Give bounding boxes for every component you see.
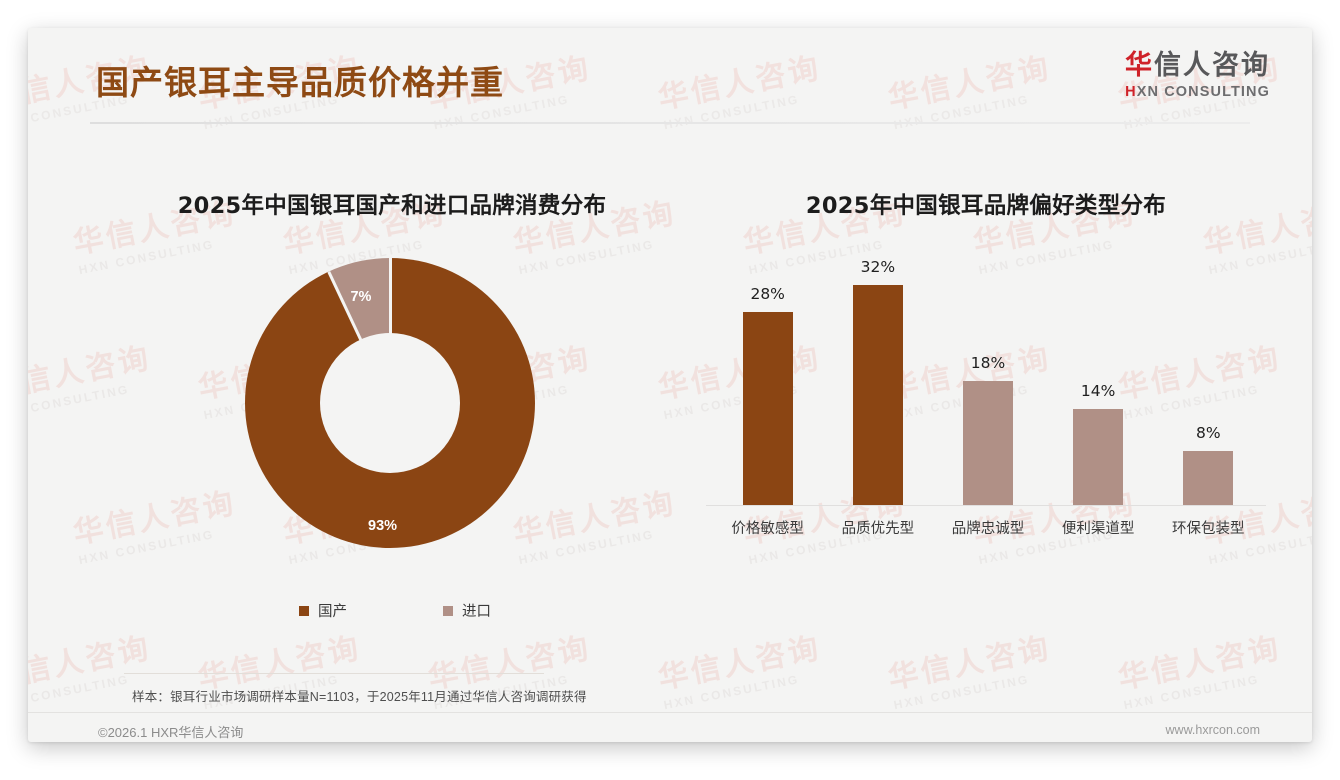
footer-divider — [28, 712, 1312, 713]
bar-category-label: 环保包装型 — [1172, 521, 1245, 537]
bar-chart-title: 2025年中国银耳品牌偏好类型分布 — [805, 193, 1167, 219]
bar-column[interactable]: 18% — [936, 250, 1039, 506]
bar-chart: 28% 32% 18% 14% 8% 价格敏感型 品质优先型 品牌忠诚型 便利渠道型 环保包装型 — [706, 250, 1266, 550]
copyright-text: ©2026.1 HXR华信人咨询 — [98, 725, 244, 740]
bar-rect[interactable] — [962, 381, 1013, 506]
bar-category-label: 品质优先型 — [841, 521, 915, 537]
legend-label-imported: 进口 — [462, 604, 491, 620]
bar-category-label: 便利渠道型 — [1061, 521, 1135, 537]
slide-card: 华信人咨询 HXN CONSULTING 华信人咨询 HXN CONSULTING华信… — [28, 28, 1312, 742]
bar-column[interactable]: 14% — [1046, 250, 1149, 506]
donut-legend: 国产 进口 — [90, 600, 690, 621]
bar-value-label: 8% — [1196, 423, 1221, 442]
header-divider — [90, 122, 1250, 124]
footnote-text: 样本：银耳行业市场调研样本量N=1103，于2025年11月通过华信人咨询调研获… — [132, 690, 587, 704]
logo-en-accent-char: H — [1125, 84, 1137, 101]
bar-value-label: 14% — [1080, 382, 1116, 401]
logo-cn-accent-char: 华 — [1125, 50, 1154, 81]
bar-rect[interactable] — [852, 284, 903, 506]
legend-label-domestic: 国产 — [318, 604, 347, 620]
donut-chart: 93% 7% — [245, 258, 535, 548]
bar-category-label: 品牌忠诚型 — [951, 521, 1025, 537]
logo-english-text: HXN CONSULTING — [1125, 84, 1270, 100]
bar-column[interactable]: 8% — [1157, 250, 1260, 506]
legend-swatch-imported — [443, 605, 453, 616]
website-url[interactable]: www.hxrcon.com — [1165, 723, 1260, 737]
bar-value-label: 18% — [970, 354, 1006, 373]
logo-en-rest: XN CONSULTING — [1136, 84, 1270, 101]
logo-chinese-text: 华信人咨询 — [1125, 50, 1270, 81]
donut-label-imported: 7% — [350, 288, 372, 305]
bar-value-label: 28% — [750, 285, 785, 304]
donut-chart-title: 2025年中国银耳国产和进口品牌消费分布 — [177, 193, 607, 219]
logo-cn-rest: 信人咨询 — [1154, 50, 1270, 81]
bar-value-label: 32% — [860, 257, 896, 276]
bar-column[interactable]: 28% — [716, 250, 819, 506]
footnote-divider — [124, 673, 544, 674]
donut-hole — [320, 333, 460, 473]
bar-plot-area: 28% 32% 18% 14% 8% — [716, 250, 1260, 506]
bar-category-label: 价格敏感型 — [731, 521, 804, 537]
bar-column[interactable]: 32% — [826, 250, 929, 506]
bar-rect[interactable] — [1183, 450, 1234, 506]
bar-category-labels: 价格敏感型 品质优先型 品牌忠诚型 便利渠道型 环保包装型 — [716, 517, 1260, 538]
bar-chart-panel: 2025年中国银耳品牌偏好类型分布 28% 32% 18% 14% 8% 价格敏感型 品质… — [706, 188, 1266, 658]
bar-rect[interactable] — [1073, 409, 1124, 506]
bar-rect[interactable] — [742, 312, 793, 506]
legend-item-imported: 进口 — [443, 600, 491, 621]
legend-item-domestic: 国产 — [299, 600, 347, 621]
slide-footer: ©2026.1 HXR华信人咨询 www.hxrcon.com — [28, 712, 1312, 742]
donut-slice-divider-start — [388, 258, 392, 335]
donut-chart-panel: 2025年中国银耳国产和进口品牌消费分布 93% 7% 国产 进口 — [90, 188, 690, 658]
legend-swatch-domestic — [299, 605, 309, 616]
donut-label-domestic: 93% — [368, 518, 398, 534]
bar-baseline-axis — [706, 504, 1266, 506]
page-title: 国产银耳主导品质价格并重 — [96, 63, 504, 102]
company-logo: 华信人咨询 HXN CONSULTING — [1125, 50, 1270, 100]
slide-header: 国产银耳主导品质价格并重 华信人咨询 HXN CONSULTING — [28, 28, 1312, 123]
